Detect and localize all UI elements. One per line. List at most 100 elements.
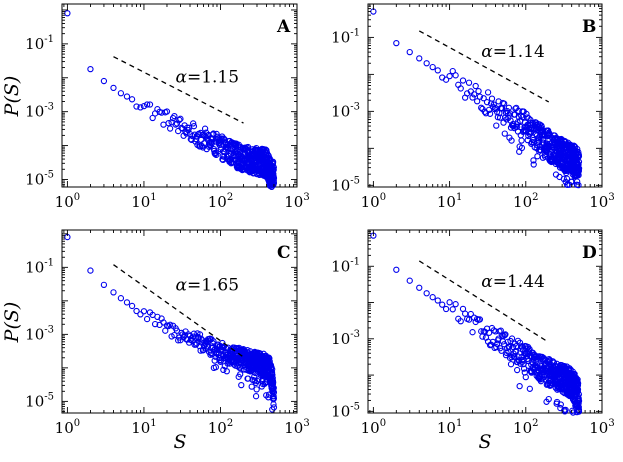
data-point: [502, 331, 509, 338]
data-point: [393, 266, 400, 273]
alpha-value: 1.44: [507, 272, 545, 292]
data-point: [269, 374, 276, 382]
data-point: [133, 307, 140, 315]
x-tick-label: 101: [437, 418, 462, 437]
data-point: [87, 267, 94, 274]
x-tick-label: 102: [513, 192, 538, 211]
data-point: [562, 406, 569, 414]
data-point: [520, 365, 528, 372]
y-tick-label: 10-1: [331, 27, 360, 46]
x-tick-label: 103: [589, 418, 614, 437]
data-point: [530, 161, 537, 168]
data-point: [198, 335, 205, 342]
data-point: [473, 98, 481, 105]
data-point: [244, 346, 251, 354]
data-point: [545, 395, 552, 403]
y-tick-label: 10-1: [25, 257, 54, 276]
data-point: [128, 96, 136, 103]
data-point: [429, 294, 436, 301]
alpha-symbol: α: [481, 42, 493, 62]
data-point: [526, 130, 533, 138]
data-point: [518, 343, 526, 350]
x-tick-label: 102: [208, 192, 233, 211]
panel-C-label: C: [277, 243, 291, 263]
data-point: [253, 386, 260, 393]
data-point: [166, 125, 174, 132]
data-point: [160, 121, 167, 128]
data-point: [475, 88, 482, 95]
data-point: [117, 90, 125, 97]
data-point: [452, 72, 459, 79]
panel-B-fit-line: [418, 30, 550, 103]
data-point: [110, 289, 117, 296]
data-point: [268, 369, 276, 376]
data-point: [518, 137, 525, 144]
data-point: [476, 93, 484, 100]
panel-D-fit-line: [418, 260, 550, 343]
data-point: [128, 302, 136, 310]
alpha-eq: =: [493, 272, 507, 292]
data-point: [569, 409, 577, 416]
alpha-eq: =: [493, 42, 507, 62]
data-point: [213, 151, 220, 159]
data-point: [123, 93, 131, 100]
data-point: [575, 397, 583, 405]
data-point: [469, 329, 476, 336]
data-point: [177, 115, 184, 122]
data-point: [199, 144, 207, 151]
data-point: [530, 157, 537, 164]
data-point: [248, 383, 255, 390]
data-point: [459, 77, 467, 84]
data-point: [406, 277, 413, 284]
x-tick-label: 103: [284, 418, 309, 437]
data-point: [140, 308, 148, 315]
data-point: [143, 315, 151, 323]
data-point: [183, 130, 190, 137]
y-tick-label: 10-3: [331, 329, 360, 348]
data-point: [162, 327, 169, 334]
x-tick-label: 103: [284, 192, 309, 211]
x-tick-label: 103: [589, 192, 614, 211]
data-point: [190, 123, 198, 130]
data-point: [165, 322, 172, 330]
data-point: [87, 65, 94, 73]
data-point: [508, 137, 515, 144]
data-point: [575, 403, 582, 411]
x-tick-label: 100: [55, 418, 80, 437]
data-point: [442, 305, 450, 313]
data-point: [465, 79, 473, 86]
data-point: [574, 178, 581, 185]
data-point: [151, 320, 159, 328]
data-point: [423, 60, 430, 67]
data-point: [442, 76, 450, 83]
y-tick-label: 10-5: [25, 169, 54, 188]
data-point: [469, 94, 476, 101]
y-tick-label: 10-5: [331, 175, 360, 194]
data-point: [223, 368, 230, 375]
alpha-eq: =: [187, 276, 201, 296]
x-axis-label-left: S: [173, 431, 186, 453]
x-tick-label: 100: [55, 192, 80, 211]
data-point: [563, 175, 571, 182]
panel-A: 100 101 102 103 10-5 10-3 10-1 A α=1.15: [25, 3, 310, 211]
data-point: [574, 380, 582, 387]
data-point: [522, 373, 529, 381]
data-point: [575, 181, 582, 189]
panel-A-markers: [64, 10, 278, 191]
data-point: [210, 338, 217, 345]
data-point: [457, 85, 464, 92]
data-point: [484, 89, 492, 96]
data-point: [143, 101, 151, 108]
data-point: [429, 63, 436, 71]
data-point: [188, 136, 195, 143]
data-point: [516, 382, 523, 390]
data-point: [488, 95, 496, 102]
alpha-value: 1.65: [201, 276, 239, 296]
data-point: [176, 116, 183, 124]
data-point: [452, 301, 459, 308]
data-point: [439, 301, 446, 308]
data-point: [526, 385, 533, 392]
panel-B-label: B: [582, 17, 596, 37]
panel-A-alpha: α=1.15: [175, 68, 239, 88]
data-point: [483, 99, 491, 106]
